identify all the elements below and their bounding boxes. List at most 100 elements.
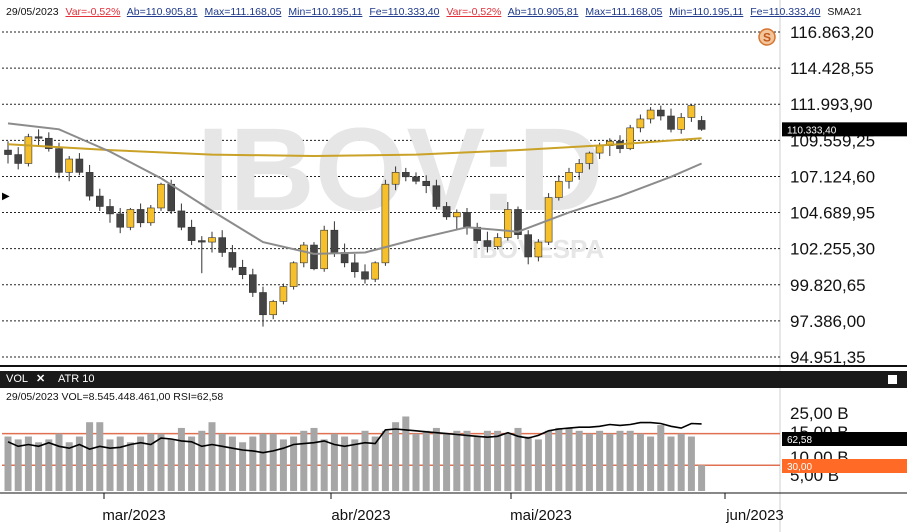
info-sma: SMA21 (827, 6, 862, 18)
candle-body (310, 244, 318, 270)
rsi-value-label: 62,58 (787, 435, 812, 446)
candle-body (75, 158, 84, 173)
volume-bar (177, 427, 185, 491)
candle-body (24, 136, 33, 164)
candle-body (65, 158, 73, 173)
volume-bar (198, 430, 206, 491)
volume-bar (310, 427, 318, 491)
candle-body (34, 136, 43, 139)
volume-bar (126, 442, 134, 491)
candle-body (228, 252, 237, 268)
candle-body (14, 154, 22, 164)
volume-tick-label: 25,00 B (790, 404, 849, 423)
candle-body (259, 292, 267, 316)
volume-bar (218, 433, 226, 491)
volume-bar (35, 442, 43, 491)
volume-bar (208, 422, 216, 491)
candle-body (218, 237, 226, 253)
volume-bar (504, 433, 512, 491)
price-tick-label: 99.820,65 (790, 276, 866, 295)
volume-bar (402, 416, 410, 491)
candle-body (361, 271, 369, 280)
volume-bar (167, 439, 175, 491)
candle-body (44, 137, 53, 149)
volume-bar (606, 433, 614, 491)
candle-body (279, 286, 288, 302)
candle-body (391, 172, 400, 185)
volume-bar (341, 436, 349, 491)
candle-body (187, 226, 196, 241)
candle-body (350, 262, 359, 273)
subpanel-info: 29/05/2023 VOL=8.545.448.461,00 RSI=62,5… (6, 391, 224, 403)
volume-bar (188, 436, 196, 491)
watermark-ticker: IBOV:D (197, 104, 604, 236)
volume-bar (55, 433, 63, 491)
info-close-2: Fe=110.333,40 (750, 6, 821, 18)
s-badge-letter: S (763, 31, 771, 45)
volume-bar (45, 439, 53, 491)
ohlc-info-bar: 29/05/2023 Var=-0,52% Ab=110.905,81 Max=… (6, 6, 866, 18)
candle-body (147, 207, 155, 224)
price-tick-label: 104.689,95 (790, 204, 875, 223)
candle-body (452, 212, 461, 218)
volume-bar (75, 436, 83, 491)
candle-body (177, 210, 186, 228)
price-tick-label: 107.124,60 (790, 167, 875, 186)
candle-body (565, 172, 573, 182)
tab-atr[interactable]: ATR 10 (58, 373, 95, 385)
volume-bar (473, 436, 481, 491)
rsi-line (7, 421, 702, 454)
volume-bar (14, 439, 22, 491)
candle-body (554, 180, 563, 198)
candle-body (503, 209, 512, 238)
info-date: 29/05/2023 (6, 6, 59, 18)
volume-bar (351, 439, 359, 491)
volume-bar (636, 433, 644, 491)
volume-bar (483, 430, 491, 491)
candle-body (320, 229, 329, 270)
subpanel-header: VOL ✕ ATR 10 (0, 371, 907, 388)
maximize-icon[interactable] (888, 375, 897, 384)
close-icon[interactable]: ✕ (36, 373, 46, 385)
volume-bar (545, 430, 553, 491)
sma-long-line (7, 137, 702, 158)
candle-body (432, 185, 441, 207)
candle-body (289, 262, 298, 287)
volume-bar (616, 430, 624, 491)
candle-body (646, 109, 655, 120)
volume-bar (453, 430, 461, 491)
candle-body (483, 240, 492, 247)
candle-body (493, 237, 502, 247)
volume-bar (392, 422, 400, 491)
candle-body (198, 240, 206, 243)
volume-bar (575, 430, 583, 491)
volume-bar (320, 439, 328, 491)
volume-bar (412, 433, 420, 491)
tab-vol[interactable]: VOL (6, 373, 29, 385)
volume-bar (137, 436, 145, 491)
volume-bar (596, 430, 604, 491)
candle-body (687, 105, 696, 118)
volume-bar (371, 436, 379, 491)
price-tick-label: 102.255,30 (790, 240, 875, 259)
price-tick-label: 94.951,35 (790, 348, 866, 367)
price-tick-label: 114.428,55 (790, 59, 874, 78)
candle-body (299, 244, 308, 264)
volume-bar (249, 436, 257, 491)
candle-body (463, 212, 471, 228)
price-tick-label: 116.863,20 (790, 23, 874, 42)
volume-bar (432, 427, 440, 491)
price-tick-label: 111.993,90 (790, 95, 873, 114)
x-tick-label: jun/2023 (725, 507, 784, 524)
volume-bar (228, 436, 236, 491)
candle-body (96, 195, 104, 207)
candle-body (4, 149, 12, 155)
volume-bar (585, 433, 593, 491)
candle-body (208, 237, 216, 243)
candle-body (381, 183, 390, 264)
candle-body (269, 301, 278, 316)
info-close: Fe=110.333,40 (369, 6, 440, 18)
candle-body (697, 120, 706, 130)
volume-bar (239, 442, 247, 491)
